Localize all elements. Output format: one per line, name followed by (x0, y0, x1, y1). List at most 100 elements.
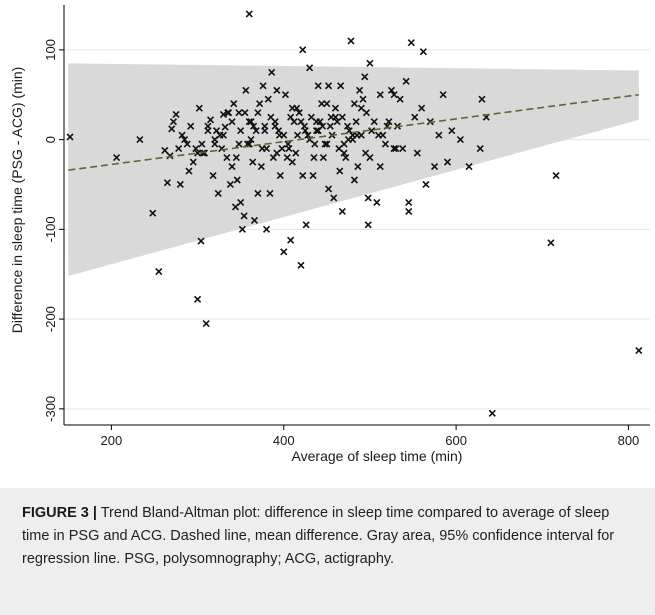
data-point (310, 153, 318, 162)
data-point (214, 189, 222, 198)
data-point (422, 180, 430, 189)
data-point (247, 136, 255, 144)
data-point (476, 145, 484, 153)
data-point (376, 91, 384, 99)
data-point (547, 239, 555, 247)
data-point (361, 73, 369, 81)
data-point (635, 346, 643, 355)
data-point (465, 162, 473, 171)
x-tick-label: 200 (101, 433, 123, 448)
data-point (439, 91, 447, 99)
data-point (366, 153, 374, 162)
data-point (314, 82, 322, 90)
data-point (235, 140, 243, 148)
data-point (198, 140, 206, 148)
caption-label: FIGURE 3 | (22, 505, 97, 521)
data-point (354, 162, 362, 171)
data-point (331, 113, 340, 121)
data-point (273, 86, 281, 94)
data-point (326, 122, 334, 130)
data-point (312, 118, 321, 126)
data-point (293, 131, 302, 139)
data-point (261, 127, 269, 135)
data-point (197, 237, 205, 245)
data-point (172, 110, 180, 119)
data-point (226, 180, 234, 189)
data-point (347, 37, 355, 45)
data-point (374, 131, 383, 139)
data-point (430, 162, 439, 171)
data-point (221, 123, 229, 131)
data-point (309, 171, 317, 180)
data-point (200, 149, 209, 157)
x-tick-label: 400 (273, 433, 295, 448)
data-point (306, 64, 314, 72)
data-point (155, 267, 163, 276)
data-point (448, 127, 456, 135)
data-point (204, 127, 212, 135)
data-point (287, 113, 295, 121)
data-point (242, 86, 250, 94)
data-point (206, 116, 215, 124)
data-point (245, 10, 253, 18)
data-point (390, 145, 398, 153)
axes (63, 5, 650, 426)
data-point (169, 118, 178, 126)
data-point (331, 104, 340, 112)
data-point (435, 131, 443, 139)
data-point (319, 153, 327, 162)
data-point (349, 131, 357, 139)
data-point (413, 149, 421, 157)
data-point (264, 95, 272, 103)
x-tick-label: 600 (445, 433, 467, 448)
data-points (66, 10, 643, 417)
data-point (418, 104, 426, 112)
data-point (233, 176, 241, 184)
data-point (392, 145, 400, 153)
data-point (357, 104, 365, 112)
data-point (338, 113, 346, 121)
data-point (350, 176, 358, 184)
data-point (202, 320, 210, 328)
data-point (336, 167, 344, 175)
data-point (237, 127, 245, 135)
data-point (368, 127, 376, 135)
data-point (314, 127, 322, 135)
data-point (256, 100, 264, 108)
data-point (219, 131, 227, 139)
data-point (352, 118, 360, 126)
data-point (359, 95, 367, 103)
data-point (342, 153, 350, 162)
data-point (268, 68, 276, 76)
data-point (324, 82, 333, 90)
data-point (185, 167, 193, 175)
data-point (312, 127, 321, 135)
data-point (293, 104, 301, 112)
data-point (292, 149, 300, 157)
data-point (271, 122, 279, 130)
data-point (166, 152, 174, 160)
data-point (324, 185, 333, 193)
data-point (350, 100, 358, 108)
data-point (249, 158, 257, 166)
data-point (252, 127, 260, 135)
data-point (254, 189, 262, 198)
data-point (257, 162, 265, 171)
data-point (280, 131, 288, 139)
data-point (194, 149, 202, 157)
data-point (219, 110, 227, 119)
data-point (385, 118, 393, 126)
y-tick-label: 0 (43, 136, 58, 143)
data-point (259, 82, 267, 90)
confidence-band (68, 63, 639, 277)
data-point (443, 158, 452, 166)
data-point (304, 131, 312, 139)
data-point (364, 221, 372, 229)
data-point (113, 153, 121, 162)
data-point (187, 122, 195, 130)
data-point (218, 145, 226, 153)
data-point (247, 118, 255, 126)
data-point (189, 158, 197, 166)
data-point (381, 140, 390, 148)
